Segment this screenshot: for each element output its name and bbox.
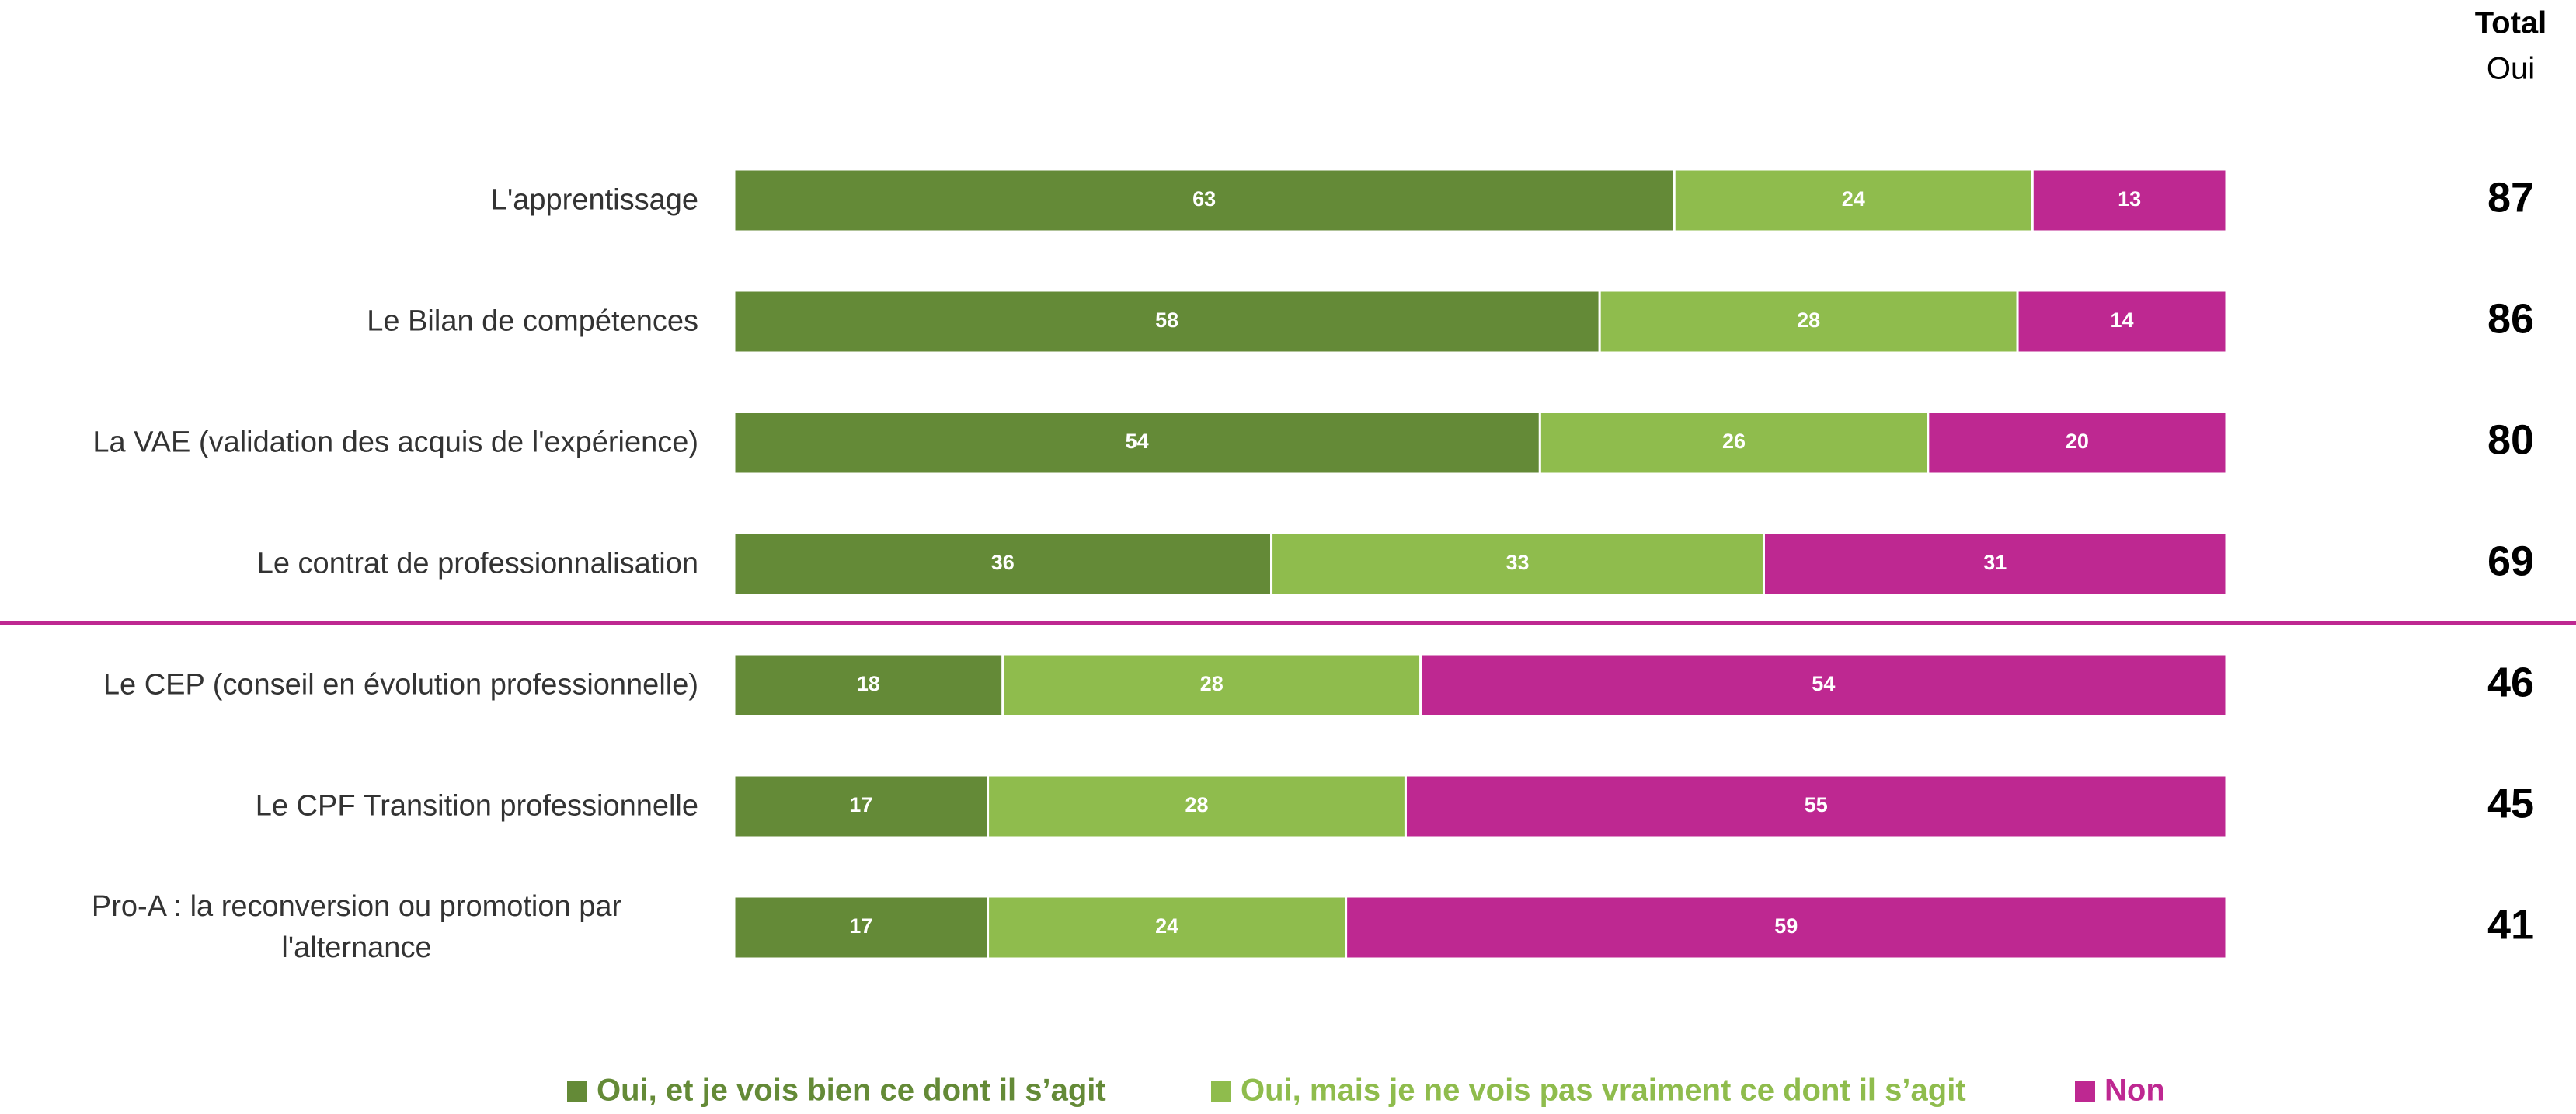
bar-segment [1598, 289, 2019, 354]
bar-segment [733, 774, 990, 839]
total-value: 46 [2487, 659, 2534, 705]
bar-value-label: 58 [1155, 308, 1178, 332]
category-text: L'apprentissage [490, 183, 698, 217]
total-title: Total [2475, 6, 2547, 40]
bar-segment [1404, 774, 2228, 839]
bar-segment [1762, 531, 2228, 597]
category-text: Le contrat de professionnalisation [256, 547, 698, 580]
bar-value-label: 28 [1185, 793, 1208, 816]
bar-value-label: 28 [1797, 308, 1820, 332]
bar-segment [1270, 531, 1765, 597]
bar-segment [733, 531, 1273, 597]
bar-value-label: 59 [1774, 914, 1798, 938]
bar-value-label: 14 [2111, 308, 2134, 332]
bar-value-label: 31 [1983, 551, 2007, 574]
bar-value-label: 28 [1200, 672, 1224, 695]
legend-swatch [567, 1081, 587, 1102]
legend-label: Non [2104, 1074, 2165, 1108]
category-label: La VAE (validation des acquis de l'expér… [15, 422, 698, 463]
bar-segment [1927, 410, 2228, 475]
bar-segment [1001, 653, 1422, 718]
total-value: 69 [2487, 538, 2534, 584]
total-value: 45 [2487, 780, 2534, 827]
bar-value-label: 24 [1155, 914, 1178, 938]
bar-segment [1673, 168, 2034, 233]
legend-label: Oui, et je vois bien ce dont il s’agit [597, 1074, 1106, 1108]
category-text: Le Bilan de compétences [367, 305, 698, 338]
bar-segment [733, 289, 1601, 354]
category-text: Pro-A : la reconversion ou promotion par… [91, 889, 622, 964]
category-text: La VAE (validation des acquis de l'expér… [92, 426, 698, 459]
total-value: 86 [2487, 295, 2534, 342]
total-value: 41 [2487, 901, 2534, 948]
bar-value-label: 17 [849, 914, 872, 938]
bar-segment [1345, 895, 2228, 960]
bar-segment [1419, 653, 2228, 718]
bar-value-label: 13 [2118, 187, 2141, 211]
category-label: L'apprentissage [15, 179, 698, 221]
bar-value-label: 54 [1812, 672, 1835, 695]
bar-segment [2016, 289, 2228, 354]
bar-value-label: 63 [1192, 187, 1216, 211]
category-label: Le CEP (conseil en évolution professionn… [15, 664, 698, 705]
category-label: Le contrat de professionnalisation [15, 543, 698, 584]
bar-segment [733, 895, 990, 960]
legend-label: Oui, mais je ne vois pas vraiment ce don… [1241, 1074, 1966, 1108]
legend-swatch [1211, 1081, 1231, 1102]
bar-value-label: 17 [849, 793, 872, 816]
bar-segment [733, 168, 1676, 233]
bar-segment [987, 895, 1348, 960]
bar-value-label: 20 [2066, 430, 2089, 453]
legend-swatch [2075, 1081, 2095, 1102]
bar-value-label: 54 [1126, 430, 1149, 453]
bar-segment [733, 410, 1541, 475]
total-value: 87 [2487, 174, 2534, 221]
category-text: Le CEP (conseil en évolution professionn… [103, 668, 698, 701]
total-value: 80 [2487, 416, 2534, 463]
category-text: Le CPF Transition professionnelle [255, 789, 698, 823]
total-subtitle: Oui [2487, 52, 2535, 86]
category-label: Le CPF Transition professionnelle [15, 785, 698, 827]
bar-value-label: 26 [1722, 430, 1746, 453]
bar-value-label: 33 [1506, 551, 1530, 574]
bar-segment [987, 774, 1407, 839]
bar-segment [2031, 168, 2228, 233]
bar-value-label: 36 [991, 551, 1015, 574]
category-label: Pro-A : la reconversion ou promotion par… [15, 886, 698, 969]
category-label: Le Bilan de compétences [15, 301, 698, 342]
bar-value-label: 55 [1805, 793, 1828, 816]
bar-segment [733, 653, 1004, 718]
bar-value-label: 18 [857, 672, 880, 695]
bar-segment [1538, 410, 1930, 475]
bar-value-label: 24 [1842, 187, 1865, 211]
